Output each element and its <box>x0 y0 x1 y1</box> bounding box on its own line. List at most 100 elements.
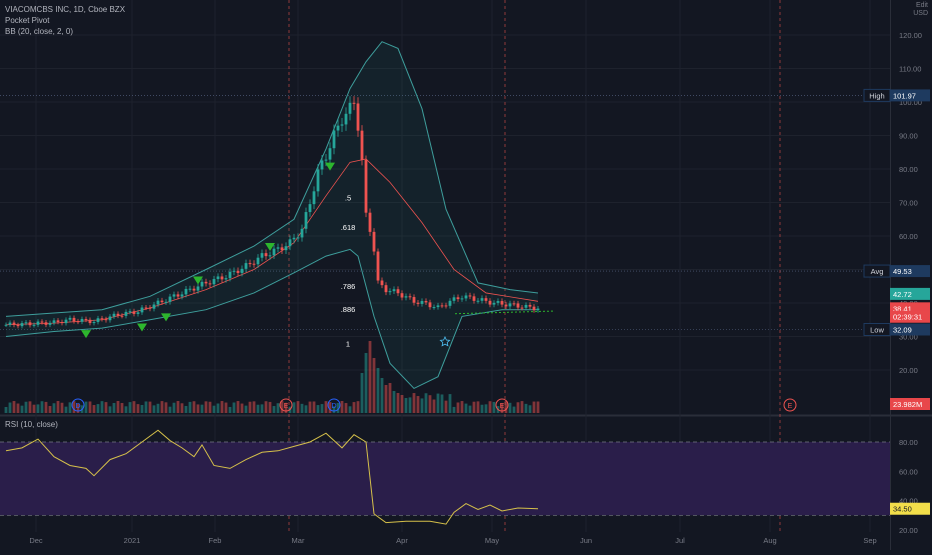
event-marker-letter: E <box>788 403 793 410</box>
candle-body <box>136 312 140 314</box>
candle-body <box>440 305 444 307</box>
volume-bar <box>204 401 208 413</box>
candle-body <box>244 263 248 269</box>
event-marker-letter: E <box>500 403 505 410</box>
candle-body <box>488 300 492 305</box>
candle-body <box>464 295 468 299</box>
volume-bar <box>72 401 76 413</box>
time-axis-tick-Jun: Jun <box>580 536 592 545</box>
price-axis-tick-80.00: 80.00 <box>899 165 918 174</box>
candle-body <box>56 320 60 322</box>
rsi-legend[interactable]: RSI (10, close) <box>5 420 58 429</box>
candle-body <box>344 113 348 125</box>
candle-body <box>216 276 220 280</box>
time-axis-tick-Feb: Feb <box>209 536 222 545</box>
volume-bar <box>32 404 36 413</box>
volume-bar <box>492 401 496 413</box>
event-marker-letter: D <box>75 403 80 410</box>
volume-bar <box>220 401 224 413</box>
volume-bar <box>28 401 32 413</box>
candle-body <box>388 291 392 293</box>
chart-title[interactable]: VIACOMCBS INC, 1D, Cboe BZX <box>5 5 126 14</box>
candle-body <box>348 102 352 114</box>
candle-body <box>372 231 376 252</box>
volume-bar <box>452 406 456 413</box>
event-marker-letter: D <box>331 403 336 410</box>
candle-body <box>292 237 296 240</box>
volume-bar <box>4 407 8 413</box>
rsi-axis-tick-60.00: 60.00 <box>899 467 918 476</box>
volume-bar <box>268 401 272 413</box>
volume-bar <box>176 401 180 413</box>
volume-bar <box>52 403 56 413</box>
star-marker <box>439 336 451 347</box>
pocket-pivot-marker <box>161 313 171 322</box>
candle-body <box>116 313 120 316</box>
indicator-bollinger[interactable]: BB (20, close, 2, 0) <box>5 27 74 36</box>
volume-bar <box>488 401 492 413</box>
volume-bar <box>152 405 156 413</box>
currency-label[interactable]: Edit USD <box>913 2 928 17</box>
candle-body <box>496 301 500 303</box>
rsi-value-tag: 34.50 <box>890 502 930 515</box>
candle-body <box>232 270 236 272</box>
candle-body <box>156 300 160 305</box>
candle-body <box>340 124 344 126</box>
volume-bar <box>96 404 100 413</box>
volume-bar <box>424 393 428 413</box>
candle-body <box>236 270 240 273</box>
time-axis-tick-Sep: Sep <box>863 536 876 545</box>
volume-bar <box>244 405 248 413</box>
volume-bar <box>256 404 260 413</box>
candle-body <box>532 306 536 311</box>
candle-body <box>460 298 464 300</box>
candle-body <box>508 303 512 307</box>
candle-body <box>300 228 304 238</box>
candle-body <box>536 308 540 311</box>
volume-bar <box>436 393 440 413</box>
volume-bar <box>88 401 92 413</box>
volume-bar <box>24 401 28 413</box>
candle-body <box>472 296 476 301</box>
volume-bar <box>348 406 352 413</box>
volume-bar <box>236 401 240 413</box>
volume-bar <box>104 402 108 413</box>
volume-bar <box>8 402 12 413</box>
candle-body <box>68 317 72 320</box>
volume-bar <box>416 396 420 413</box>
event-marker-E <box>279 398 293 412</box>
volume-bar <box>296 401 300 413</box>
volume-bar <box>44 401 48 413</box>
volume-bar <box>428 395 432 413</box>
volume-bar <box>332 406 336 413</box>
candle-body <box>88 319 92 324</box>
volume-bar <box>12 401 16 413</box>
volume-bar <box>148 401 152 413</box>
candle-body <box>428 302 432 308</box>
volume-bar <box>464 403 468 413</box>
candle-body <box>224 278 228 280</box>
volume-bar <box>308 401 312 413</box>
support-trendline <box>454 310 556 315</box>
candle-body <box>4 324 8 326</box>
candle-body <box>120 315 124 317</box>
candle-body <box>280 247 284 251</box>
volume-bar <box>324 401 328 413</box>
volume-bar <box>456 402 460 413</box>
volume-bar <box>356 401 360 413</box>
rsi-band-fill <box>0 442 890 516</box>
candle-body <box>448 300 452 306</box>
volume-bar <box>128 402 132 413</box>
indicator-pocket-pivot[interactable]: Pocket Pivot <box>5 16 50 25</box>
candle-body <box>324 159 328 161</box>
volume-bar <box>396 393 400 413</box>
volume-bar <box>120 403 124 413</box>
time-axis-tick-Dec: Dec <box>29 536 43 545</box>
volume-bar <box>20 405 24 413</box>
pocket-pivot-marker <box>81 330 91 339</box>
volume-bar <box>508 402 512 413</box>
chart-legend: VIACOMCBS INC, 1D, Cboe BZX Pocket Pivot… <box>5 4 125 37</box>
volume-bar <box>264 401 268 413</box>
fib-label-.618: .618 <box>341 223 356 232</box>
